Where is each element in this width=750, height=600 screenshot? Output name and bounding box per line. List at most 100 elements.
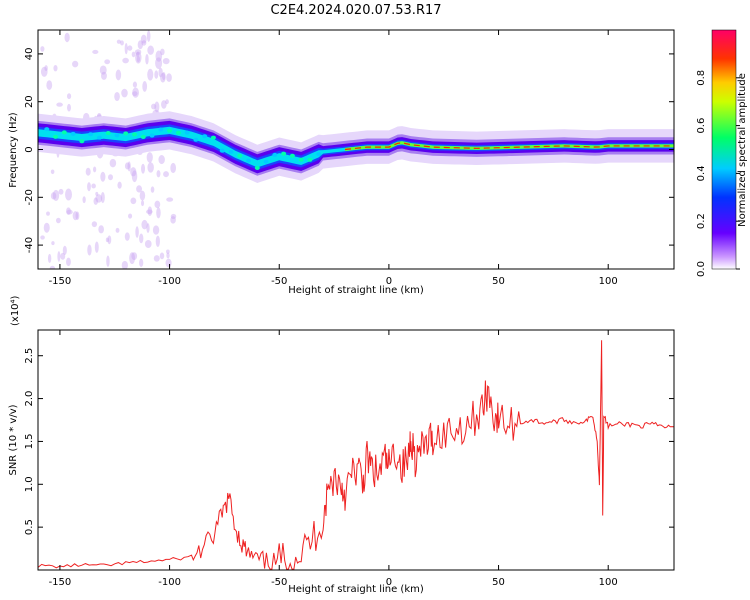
spectrogram-blob (175, 130, 181, 135)
spectrogram-speckle (66, 209, 73, 215)
snr-axes: -150 -100 -50 0 50 100 0.5 1.0 1.5 2.0 2.5 (24, 330, 674, 588)
spectrogram-y-tick-label: 20 (24, 95, 35, 108)
spectrogram-speckle (158, 67, 163, 78)
spectrogram-speckle (147, 162, 154, 173)
spectrogram-speckle (91, 183, 96, 189)
snr-y-label: SNR (10 * v/v) (8, 404, 19, 475)
spectrogram-speckle (139, 190, 146, 201)
spectrogram-speckle (95, 194, 103, 203)
spectrogram-speckle (139, 258, 144, 267)
spectrogram-speckle (47, 253, 52, 263)
spectrogram-speckle (160, 72, 166, 83)
spectrogram-speckle (155, 50, 163, 62)
spectrogram-speckle (156, 170, 161, 178)
spectrogram-speckle (122, 57, 129, 64)
spectrogram-speckle (145, 53, 149, 65)
spectrogram-speckle (128, 213, 133, 219)
spectrogram-blob (140, 134, 146, 139)
spectrogram-speckle (40, 235, 45, 240)
spectrogram-speckle (166, 73, 172, 82)
snr-marks (38, 340, 674, 570)
colorbar-tick-label: 0.0 (696, 261, 707, 277)
spectrogram-speckle (46, 80, 53, 90)
spectrogram-speckle (154, 70, 159, 79)
spectrogram-blob (263, 159, 269, 164)
spectrogram-speckle (166, 197, 174, 202)
spectrogram-speckle (130, 197, 137, 205)
spectrogram-blob (281, 151, 287, 156)
snr-panel: -150 -100 -50 0 50 100 0.5 1.0 1.5 2.0 2.5 Height … (8, 295, 675, 595)
spectrogram-speckle (72, 211, 79, 221)
spectrogram-speckle (46, 211, 50, 216)
spectrogram-speckle (43, 222, 50, 233)
spectrogram-speckle (57, 251, 61, 262)
spectrogram-x-tick-label: -150 (49, 276, 72, 287)
snr-x-label: Height of straight line (km) (288, 584, 424, 595)
spectrogram-x-tick-label: -100 (158, 276, 181, 287)
snr-y-tick-label: 1.5 (24, 433, 35, 449)
spectrogram-blob (193, 137, 199, 142)
spectrogram-speckle (129, 252, 136, 265)
spectrogram-speckle (163, 171, 169, 178)
spectrogram-speckle (136, 51, 140, 57)
spectrogram-y-tick-label: -40 (24, 237, 35, 253)
spectrogram-speckle (131, 170, 138, 183)
spectrogram-speckle (166, 252, 170, 259)
spectrogram-speckle (87, 182, 91, 192)
spectrogram-blob (167, 128, 173, 133)
spectrogram-speckle (150, 186, 155, 193)
spectrogram-blob (114, 133, 120, 138)
spectrogram-speckle (95, 191, 99, 196)
spectrogram-x-tick-label: 50 (492, 276, 505, 287)
snr-y-tick-label: 2.0 (24, 391, 35, 407)
spectrogram-blob (88, 132, 94, 137)
colorbar-axis: 0.0 0.2 0.4 0.6 0.8 (696, 70, 740, 277)
colorbar: 0.0 0.2 0.4 0.6 0.8 Normalized spectral ampl… (696, 29, 748, 277)
spectrogram-speckle (72, 60, 79, 68)
spectrogram-y-tick-label: 0 (24, 146, 35, 152)
snr-series-line (38, 340, 674, 570)
spectrogram-x-tick-label: 100 (599, 276, 618, 287)
spectrogram-speckle (162, 58, 170, 65)
spectrogram-blob (44, 127, 50, 132)
spectrogram-speckle (132, 81, 138, 88)
spectrogram-speckle (100, 192, 105, 204)
spectrogram-speckle (151, 103, 157, 110)
spectrogram-speckle (65, 188, 72, 201)
spectrogram-blob (53, 134, 59, 139)
spectrogram-speckle (106, 255, 110, 267)
spectrogram-blob (210, 135, 216, 140)
spectrogram-speckle (147, 206, 153, 216)
snr-x-tick-label: -50 (271, 577, 287, 588)
spectrogram-y-label: Frequency (Hz) (8, 112, 19, 188)
spectrogram-speckle (124, 162, 131, 170)
colorbar-tick-label: 0.4 (696, 165, 707, 181)
spectrogram-speckle (141, 200, 145, 207)
spectrogram-blob (289, 153, 295, 158)
spectrogram-blob (246, 158, 252, 163)
spectrogram-speckle (66, 257, 71, 267)
spectrogram-speckle (132, 87, 140, 98)
figure-title: C2E4.2024.020.07.53.R17 (270, 3, 441, 18)
spectrogram-speckle (64, 32, 70, 43)
spectrogram-speckle (56, 217, 61, 224)
spectrogram-speckle (136, 185, 143, 193)
spectrogram-speckle (146, 223, 150, 233)
spectrogram-peak (344, 142, 674, 151)
spectrogram-blob (131, 132, 137, 137)
spectrogram-speckle (121, 260, 128, 269)
spectrogram-blob (61, 130, 67, 135)
spectrogram-speckle (58, 188, 64, 195)
spectrogram-speckle (66, 93, 72, 100)
spectrogram-blob (307, 157, 313, 162)
spectrogram-speckle (85, 167, 91, 176)
spectrogram-speckle (52, 189, 60, 202)
spectrogram-speckle (135, 226, 139, 238)
spectrogram-speckle (170, 162, 177, 174)
spectrogram-blob (272, 152, 278, 157)
spectrogram-blob (184, 130, 190, 135)
spectrogram-speckle (166, 249, 170, 254)
spectrogram-blob (149, 133, 155, 138)
spectrogram-speckle (40, 46, 45, 52)
